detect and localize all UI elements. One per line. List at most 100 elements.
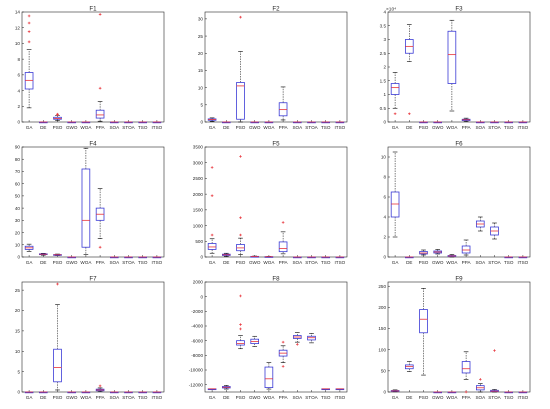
x-tick-label: ITSO bbox=[335, 395, 346, 400]
plot-frame bbox=[21, 146, 165, 258]
box-ga bbox=[207, 388, 217, 391]
box-woa bbox=[264, 256, 274, 258]
box-ppa bbox=[95, 188, 105, 249]
x-tick-label: STOA bbox=[488, 395, 501, 400]
y-tick-label: 0 bbox=[200, 294, 203, 299]
box-itso bbox=[518, 391, 528, 394]
x-tick-label: SOA bbox=[109, 395, 120, 400]
box-ppa bbox=[461, 117, 471, 122]
y-tick-label: 1000 bbox=[193, 223, 204, 228]
y-tick-label: 2 bbox=[383, 65, 386, 70]
y-tick-label: -12000 bbox=[189, 382, 204, 387]
y-tick-label: 4 bbox=[383, 215, 386, 220]
outlier-marker bbox=[56, 112, 59, 116]
box-pso bbox=[53, 253, 62, 256]
y-tick-label: 50 bbox=[381, 369, 387, 374]
x-tick-label: DE bbox=[40, 260, 46, 265]
box-woa bbox=[447, 254, 457, 258]
chart-title: F6 bbox=[455, 141, 463, 148]
y-tick-label: 2000 bbox=[193, 192, 204, 197]
y-tick-label: 8 bbox=[383, 175, 386, 180]
outlier-marker bbox=[27, 14, 31, 18]
y-tick-label: 150 bbox=[378, 326, 386, 331]
y-tick-label: 20 bbox=[198, 51, 204, 56]
outlier-marker bbox=[239, 233, 242, 237]
box-de bbox=[404, 256, 414, 259]
outlier-marker bbox=[281, 365, 285, 368]
box-ppa bbox=[278, 221, 288, 255]
x-tick-label: ITSO bbox=[518, 260, 529, 265]
box-soa bbox=[475, 378, 485, 393]
y-tick-label: 15 bbox=[15, 329, 21, 334]
iqr-box bbox=[461, 361, 471, 374]
box-pso bbox=[236, 15, 245, 123]
box-itso bbox=[152, 256, 162, 259]
iqr-box bbox=[278, 241, 288, 253]
x-tick-label: STOA bbox=[122, 125, 135, 130]
x-tick-label: PPA bbox=[96, 125, 106, 130]
x-tick-label: GA bbox=[26, 125, 34, 130]
panel-f9: F9 0 50 100 150 200 250 GA DE PSO GWO WOA PPA SOA STOA… bbox=[378, 276, 531, 400]
iqr-box bbox=[207, 243, 217, 250]
y-tick-label: 6 bbox=[17, 73, 20, 78]
x-tick-label: PSO bbox=[419, 260, 429, 265]
x-tick-label: TSO bbox=[138, 395, 148, 400]
x-tick-label: SOA bbox=[475, 260, 486, 265]
x-tick-label: SOA bbox=[109, 125, 120, 130]
box-tso bbox=[321, 256, 331, 259]
iqr-box bbox=[390, 83, 400, 95]
outlier-marker bbox=[239, 15, 242, 19]
x-tick-label: SOA bbox=[109, 260, 120, 265]
x-tick-label: PSO bbox=[53, 125, 63, 130]
box-gwo bbox=[433, 249, 443, 255]
x-tick-label: TSO bbox=[321, 125, 331, 130]
iqr-box bbox=[419, 309, 428, 334]
box-woa bbox=[81, 391, 91, 394]
y-tick-label: 10 bbox=[381, 155, 387, 160]
outlier-marker bbox=[98, 86, 102, 90]
plot-frame bbox=[204, 11, 348, 123]
y-tick-label: 0 bbox=[383, 255, 386, 260]
x-tick-label: TSO bbox=[321, 395, 331, 400]
x-tick-label: WOA bbox=[80, 260, 92, 265]
box-de bbox=[221, 252, 231, 257]
x-tick-label: GA bbox=[26, 260, 34, 265]
box-stoa bbox=[124, 391, 133, 394]
box-itso bbox=[152, 121, 162, 124]
y-tick-label: -2000 bbox=[191, 309, 203, 314]
y-tick-label: 250 bbox=[378, 284, 386, 289]
outlier-marker bbox=[98, 245, 102, 249]
y-tick-label: -8000 bbox=[191, 353, 203, 358]
outlier-marker bbox=[210, 233, 214, 237]
box-de bbox=[38, 253, 48, 256]
y-tick-label: 2.5 bbox=[380, 51, 387, 56]
y-tick-label: 2500 bbox=[193, 176, 204, 181]
chart-title: F8 bbox=[272, 276, 280, 283]
box-stoa bbox=[490, 349, 499, 393]
y-tick-label: 0 bbox=[17, 255, 20, 260]
x-tick-label: ITSO bbox=[152, 125, 163, 130]
box-stoa bbox=[490, 121, 499, 124]
x-tick-label: GWO bbox=[432, 125, 444, 130]
x-tick-label: ITSO bbox=[518, 395, 529, 400]
x-tick-label: PSO bbox=[419, 395, 429, 400]
x-tick-label: ITSO bbox=[335, 125, 346, 130]
y-tick-label: 6 bbox=[383, 195, 386, 200]
x-tick-label: PPA bbox=[462, 395, 472, 400]
box-ga bbox=[24, 243, 34, 252]
chart-title: F5 bbox=[272, 141, 280, 148]
x-tick-label: STOA bbox=[488, 125, 501, 130]
plot-frame bbox=[387, 11, 531, 123]
chart-title: F4 bbox=[89, 141, 97, 148]
x-tick-label: DE bbox=[406, 395, 412, 400]
iqr-box bbox=[390, 191, 400, 218]
box-gwo bbox=[250, 335, 260, 347]
y-tick-label: 4 bbox=[17, 88, 20, 93]
box-ga bbox=[207, 166, 217, 254]
x-tick-label: PSO bbox=[53, 395, 63, 400]
panel-f5: F5 0 500 1000 1500 2000 2500 3000 3500 GA DE PSO GWO… bbox=[193, 141, 348, 265]
x-tick-label: TSO bbox=[321, 260, 331, 265]
box-ga bbox=[390, 389, 400, 393]
x-tick-label: DE bbox=[406, 260, 412, 265]
